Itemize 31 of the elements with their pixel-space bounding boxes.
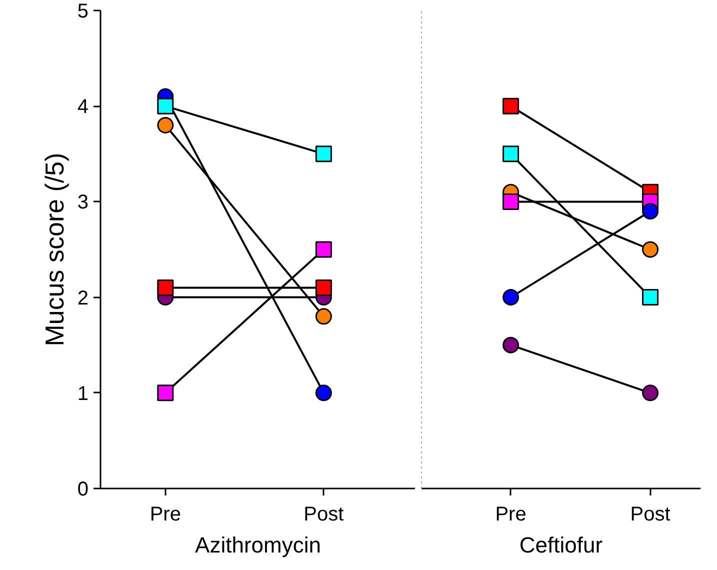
point xyxy=(642,384,659,402)
x-tick-label: Post xyxy=(630,504,671,526)
point xyxy=(157,384,174,402)
point xyxy=(315,241,332,258)
x-axis-title: Ceftiofur xyxy=(519,532,603,558)
y-tick-label: 4 xyxy=(77,96,88,118)
y-tick-label: 0 xyxy=(77,478,88,500)
point xyxy=(315,146,332,162)
y-tick-label: 3 xyxy=(77,192,88,214)
y-axis-title: Mucus score (/5) xyxy=(39,152,70,346)
x-tick-label: Pre xyxy=(495,504,526,526)
point xyxy=(315,308,332,325)
y-tick-label: 5 xyxy=(77,0,88,22)
y-tick-label: 1 xyxy=(77,382,88,405)
y-tick-label: 2 xyxy=(77,287,88,310)
point xyxy=(502,289,520,306)
point xyxy=(157,279,174,296)
x-axis-title: Azithromycin xyxy=(195,532,321,558)
x-tick-label: Pre xyxy=(150,504,181,526)
point xyxy=(157,116,174,134)
point xyxy=(502,193,520,210)
point xyxy=(315,279,332,296)
point xyxy=(642,241,659,258)
point xyxy=(315,384,332,402)
point xyxy=(502,98,520,114)
x-tick-label: Post xyxy=(304,504,344,526)
point xyxy=(642,289,659,306)
point xyxy=(642,203,659,220)
point xyxy=(502,336,520,354)
point xyxy=(157,98,174,114)
point xyxy=(502,146,520,162)
